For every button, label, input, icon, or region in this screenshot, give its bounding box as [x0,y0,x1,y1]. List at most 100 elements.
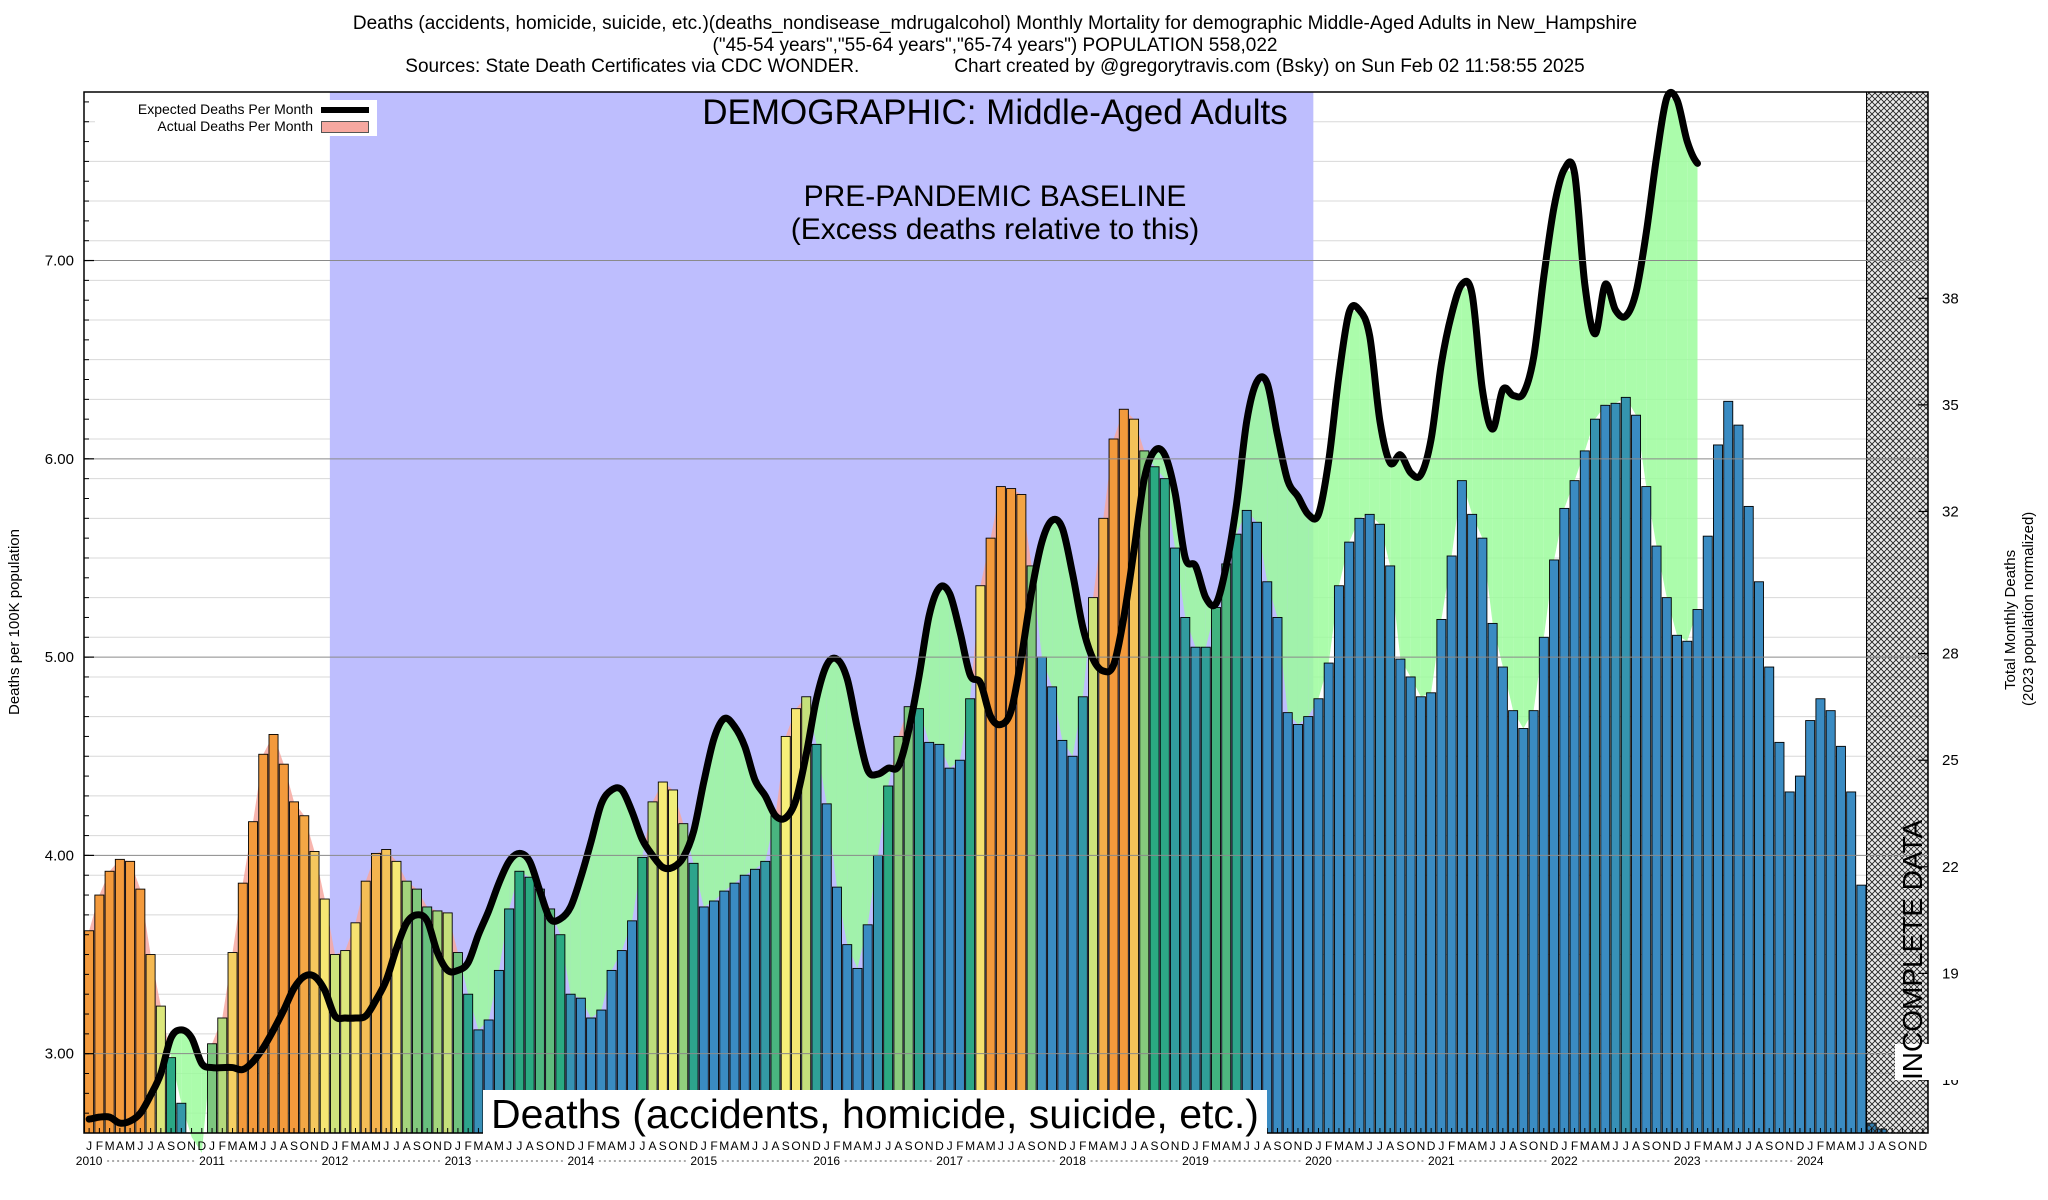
actual-deaths-bar [1497,666,1508,1134]
actual-deaths-bar [1047,686,1058,1134]
actual-deaths-bar [1487,622,1498,1134]
x-month-label: S [1151,1139,1159,1153]
excess-fill [1472,294,1483,539]
x-month-label: A [649,1139,657,1153]
actual-deaths-bar [944,767,955,1134]
actual-deaths-bar [1856,884,1867,1134]
excess-fill [693,782,704,907]
x-year-label: 2023 [1674,1154,1701,1168]
demographic-annotation: DEMOGRAPHIC: Middle-Aged Adults [702,93,1288,132]
x-month-label: A [280,1139,288,1153]
actual-deaths-bar [166,1057,177,1134]
x-year-label: 2016 [813,1154,840,1168]
x-month-label: A [1509,1139,1517,1153]
actual-deaths-bar [319,898,330,1134]
actual-deaths-bar [954,759,965,1134]
x-month-label: J [506,1139,512,1153]
x-month-label: N [1908,1139,1917,1153]
excess-fill [724,718,735,892]
x-month-label: J [1746,1139,1752,1153]
excess-fill [1267,383,1278,618]
excess-fill [1523,357,1534,729]
actual-deaths-bar [268,733,279,1134]
x-month-label: M [1088,1139,1098,1153]
x-month-label: M [617,1139,627,1153]
actual-deaths-bar [1415,696,1426,1134]
x-month-label: D [443,1139,452,1153]
x-month-label: M [1232,1139,1242,1153]
y-tick-label: 6.00 [45,451,74,468]
x-year-label: 2022 [1551,1154,1578,1168]
created-text: Chart created by @gregorytravis.com (Bsk… [954,56,1585,77]
excess-fill [1033,542,1042,658]
actual-deaths-bar [1118,408,1129,1134]
actual-deaths-bar [309,850,320,1134]
actual-deaths-bar [330,954,340,1134]
legend-expected-swatch [321,107,369,113]
actual-deaths-bar [1702,535,1713,1134]
x-month-label: N [1048,1139,1057,1153]
x-month-label: J [824,1139,830,1153]
x-month-label: J [1490,1139,1496,1153]
x-month-label: S [1765,1139,1773,1153]
excess-fill [1677,99,1688,642]
actual-deaths-bar [1364,513,1375,1134]
x-month-label: M [105,1139,115,1153]
x-year-label: 2021 [1428,1154,1455,1168]
x-month-label: J [455,1139,461,1153]
y2-tick-label: 28 [1942,646,1959,663]
x-month-label: F [956,1139,963,1153]
actual-deaths-bar [1077,696,1088,1134]
excess-fill [755,780,766,870]
actual-deaths-bar [1323,662,1334,1134]
actual-deaths-bar [248,821,259,1134]
x-month-label: S [290,1139,298,1153]
x-month-label: S [1028,1139,1036,1153]
x-month-label: N [1662,1139,1671,1153]
x-month-label: J [1244,1139,1250,1153]
excess-fill [1052,520,1063,741]
incomplete-data-hatch [1866,91,1929,1134]
x-year-label: 2015 [690,1154,717,1168]
actual-deaths-bar [1774,741,1785,1134]
actual-deaths-bar [1723,400,1734,1134]
y2-tick-label: 32 [1942,503,1959,520]
actual-deaths-bar [1088,597,1099,1134]
x-month-label: A [731,1139,739,1153]
x-month-label: A [1017,1139,1025,1153]
excess-fill [171,1029,182,1104]
excess-fill [591,803,602,1018]
actual-deaths-bar [1374,523,1385,1134]
actual-deaths-bar [1620,396,1631,1134]
x-month-label: M [1723,1139,1733,1153]
x-month-label: F [587,1139,594,1153]
excess-fill [1390,454,1401,660]
excess-fill [1687,141,1698,642]
x-month-label: O [1898,1139,1907,1153]
excess-fill [621,789,633,951]
x-month-label: A [1755,1139,1763,1153]
actual-deaths-bar [1139,450,1150,1134]
x-month-label: F [1079,1139,1086,1153]
x-month-label: J [1735,1139,1741,1153]
x-month-label: J [701,1139,707,1153]
x-month-label: O [1775,1139,1784,1153]
actual-deaths-bar [903,706,914,1134]
x-year-label: 2012 [322,1154,349,1168]
x-month-label: J [875,1139,881,1153]
excess-fill [1420,439,1432,697]
y2-tick-label: 38 [1942,290,1959,307]
actual-deaths-bar [1661,597,1672,1134]
x-month-label: O [1529,1139,1538,1153]
excess-fill [580,841,592,1018]
actual-deaths-bar [1333,585,1344,1134]
x-month-label: M [1109,1139,1119,1153]
excess-fill [867,770,878,925]
actual-deaths-bar [1252,521,1262,1134]
actual-deaths-bar [1794,775,1805,1134]
actual-deaths-bar [1292,724,1303,1134]
excess-fill [1502,389,1514,711]
x-month-label: A [1468,1139,1476,1153]
x-month-label: J [1684,1139,1690,1153]
excess-fill [601,789,612,1011]
